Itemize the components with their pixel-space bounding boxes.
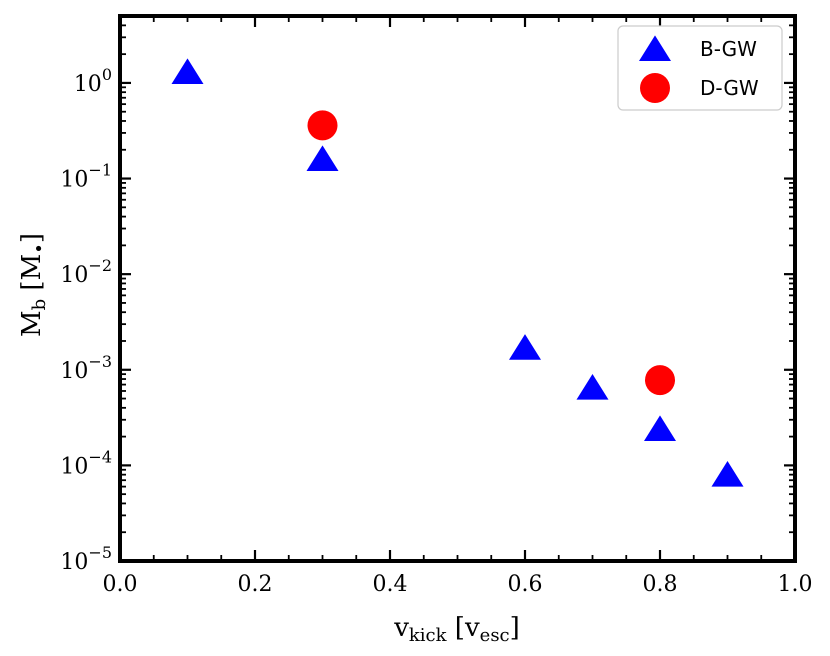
point-b-gw xyxy=(509,334,541,360)
y-tick-label: 10−3 xyxy=(60,352,112,384)
x-tick-label: 0.8 xyxy=(643,572,678,597)
x-tick-label: 1.0 xyxy=(778,572,813,597)
x-tick-label: 0.0 xyxy=(103,572,138,597)
legend-marker-b-gw xyxy=(639,35,671,61)
point-b-gw xyxy=(171,58,204,85)
point-b-gw xyxy=(306,145,339,172)
legend-marker-d-gw xyxy=(640,73,670,103)
y-tick-labels: 100 10−1 10−2 10−3 10−4 10−5 xyxy=(60,65,112,575)
legend-label-d-gw: D-GW xyxy=(700,76,759,100)
y-tick-label: 10−5 xyxy=(60,543,112,575)
x-axis-label: vkick [vesc] xyxy=(393,613,520,646)
y-axis-label: Mb [M•] xyxy=(17,233,50,337)
x-tick-labels: 0.0 0.2 0.4 0.6 0.8 1.0 xyxy=(103,572,813,597)
y-tick-label: 10−4 xyxy=(60,447,112,479)
point-d-gw xyxy=(645,365,675,396)
legend: B-GW D-GW xyxy=(617,25,783,111)
point-b-gw xyxy=(576,374,609,400)
point-b-gw xyxy=(711,461,744,487)
x-tick-label: 0.2 xyxy=(238,572,273,597)
y-tick-label: 100 xyxy=(74,65,112,97)
point-b-gw xyxy=(644,415,676,442)
axis-ticks xyxy=(118,15,797,563)
x-tick-label: 0.4 xyxy=(373,572,408,597)
legend-label-b-gw: B-GW xyxy=(700,37,757,61)
point-d-gw xyxy=(307,110,338,141)
data-points xyxy=(171,58,744,487)
y-tick-label: 10−2 xyxy=(60,256,112,288)
y-tick-label: 10−1 xyxy=(60,161,112,193)
x-tick-label: 0.6 xyxy=(508,572,543,597)
